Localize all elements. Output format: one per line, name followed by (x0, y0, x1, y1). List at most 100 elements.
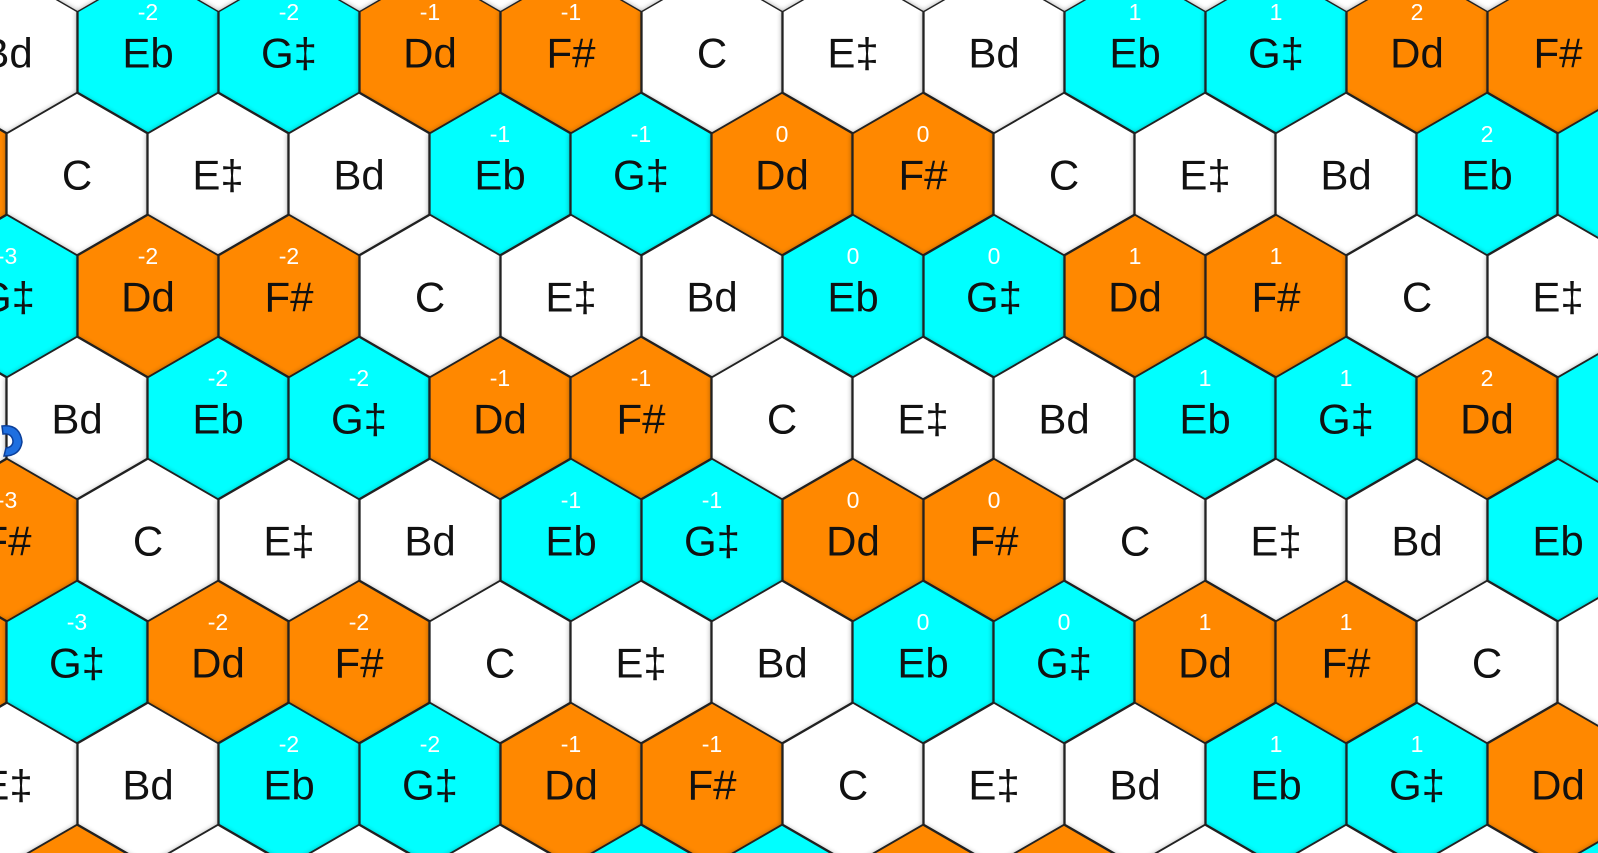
hex-key[interactable]: Dd -2 (147, 580, 289, 744)
hex-key[interactable]: Dd -1 (429, 336, 571, 500)
hex-key[interactable]: C (77, 458, 219, 622)
hex-key[interactable]: Bd (993, 336, 1135, 500)
hex-key[interactable]: E‡ (923, 702, 1065, 853)
hex-key[interactable] (1557, 581, 1598, 743)
hex-key[interactable]: Bd (77, 702, 219, 853)
hex-key[interactable]: C (641, 0, 783, 134)
hex-key-shape[interactable] (1558, 825, 1598, 853)
hex-key[interactable]: C (429, 580, 571, 744)
hex-key-shape[interactable] (359, 702, 501, 853)
hex-key[interactable]: F# -1 (641, 702, 783, 853)
hex-key-shape[interactable] (1346, 702, 1488, 853)
hex-key-shape[interactable] (0, 581, 7, 743)
hex-key-shape[interactable] (853, 824, 993, 853)
hex-key-shape[interactable] (1557, 581, 1598, 743)
hex-key[interactable]: C (711, 336, 853, 500)
hex-key[interactable]: E‡ (0, 702, 78, 853)
hex-key-shape[interactable] (1417, 824, 1557, 853)
hex-key[interactable]: Bd (359, 458, 501, 622)
hex-key[interactable]: F# 1 (1205, 214, 1347, 378)
hex-key[interactable]: Eb -2 (147, 336, 289, 500)
hex-key[interactable]: Dd 2 (1346, 0, 1488, 134)
hex-key[interactable]: G‡ -1 (641, 458, 783, 622)
hex-key-shape[interactable] (430, 824, 570, 853)
hex-key-shape[interactable] (289, 824, 429, 853)
hex-key[interactable]: Dd -2 (77, 214, 219, 378)
hex-key[interactable]: E‡ (1487, 214, 1598, 378)
hex-key[interactable] (430, 824, 570, 853)
hex-key-shape[interactable] (571, 824, 711, 853)
hex-key[interactable] (1557, 93, 1598, 255)
hex-key[interactable]: F# -1 (500, 0, 642, 134)
hex-key-shape[interactable] (1487, 702, 1598, 853)
hex-key[interactable]: Eb 2 (1416, 92, 1558, 256)
hex-key[interactable]: Dd (1487, 702, 1598, 853)
hex-key[interactable]: Eb 1 (1205, 702, 1347, 853)
hex-key[interactable] (1558, 825, 1598, 853)
hex-key[interactable]: F# (1487, 0, 1598, 134)
hex-key[interactable] (148, 824, 288, 853)
hex-key-shape[interactable] (1135, 824, 1275, 853)
hex-key-shape[interactable] (218, 702, 360, 853)
hex-key[interactable]: G‡ -3 (0, 214, 78, 378)
hex-key[interactable]: Eb -1 (429, 92, 571, 256)
hex-key[interactable]: Bd (288, 92, 430, 256)
hex-key[interactable]: Eb 0 (782, 214, 924, 378)
hex-key[interactable]: G‡ -3 (6, 580, 148, 744)
hex-key[interactable]: Bd (1064, 702, 1206, 853)
hex-key-shape[interactable] (712, 824, 852, 853)
hex-key[interactable] (289, 824, 429, 853)
hex-key[interactable]: E‡ (570, 580, 712, 744)
hex-key[interactable] (0, 337, 7, 499)
hex-key[interactable]: Eb 0 (852, 580, 994, 744)
hex-key[interactable]: E‡ (782, 0, 924, 134)
hex-key[interactable]: G‡ 0 (923, 214, 1065, 378)
hex-key-shape[interactable] (994, 824, 1134, 853)
hex-key[interactable]: F# -2 (288, 580, 430, 744)
hex-key[interactable] (7, 824, 147, 853)
hex-key[interactable]: E‡ (1134, 92, 1276, 256)
hex-key[interactable]: Eb -1 (500, 458, 642, 622)
hex-key[interactable] (0, 93, 7, 255)
hex-key-shape[interactable] (1276, 824, 1416, 853)
hex-key[interactable]: Bd (711, 580, 853, 744)
hex-key[interactable]: Dd -1 (500, 702, 642, 853)
hex-key-shape[interactable] (923, 702, 1065, 853)
hex-key[interactable]: Dd -1 (359, 0, 501, 134)
hex-key[interactable]: Eb (1487, 458, 1598, 622)
hex-key[interactable]: F# 0 (852, 92, 994, 256)
hex-key-shape[interactable] (782, 702, 924, 853)
hex-key-shape[interactable] (1205, 702, 1347, 853)
hex-key[interactable]: Bd (6, 336, 148, 500)
back-arrow-icon[interactable] (1, 425, 23, 457)
hex-key[interactable]: Bd (923, 0, 1065, 134)
hex-key[interactable]: Eb -2 (77, 0, 219, 134)
hex-key[interactable] (0, 581, 7, 743)
hex-key[interactable]: E‡ (500, 214, 642, 378)
hex-key[interactable]: F# 0 (923, 458, 1065, 622)
hex-key-shape[interactable] (641, 702, 783, 853)
hex-key[interactable]: Bd (641, 214, 783, 378)
hex-key[interactable] (712, 824, 852, 853)
hex-key[interactable]: Dd 2 (1416, 336, 1558, 500)
hex-key[interactable]: F# -1 (570, 336, 712, 500)
hex-key[interactable] (1135, 824, 1275, 853)
hex-key-shape[interactable] (148, 824, 288, 853)
hex-key[interactable]: C (782, 702, 924, 853)
hex-key[interactable]: C (993, 92, 1135, 256)
hex-key[interactable]: Eb 1 (1064, 0, 1206, 134)
hex-key[interactable]: Dd 1 (1064, 214, 1206, 378)
hex-key[interactable] (1417, 824, 1557, 853)
hex-key[interactable] (994, 824, 1134, 853)
hex-key[interactable]: C (1346, 214, 1488, 378)
hex-key[interactable]: G‡ -2 (218, 0, 360, 134)
hex-key[interactable]: F# -2 (218, 214, 360, 378)
hex-key-shape[interactable] (0, 337, 7, 499)
hex-key-shape[interactable] (0, 702, 78, 853)
hex-key[interactable] (1276, 824, 1416, 853)
hex-key[interactable] (571, 824, 711, 853)
hex-key-shape[interactable] (0, 93, 7, 255)
hex-key[interactable] (853, 824, 993, 853)
hex-key-shape[interactable] (1557, 337, 1598, 499)
hex-key[interactable]: Eb -2 (218, 702, 360, 853)
